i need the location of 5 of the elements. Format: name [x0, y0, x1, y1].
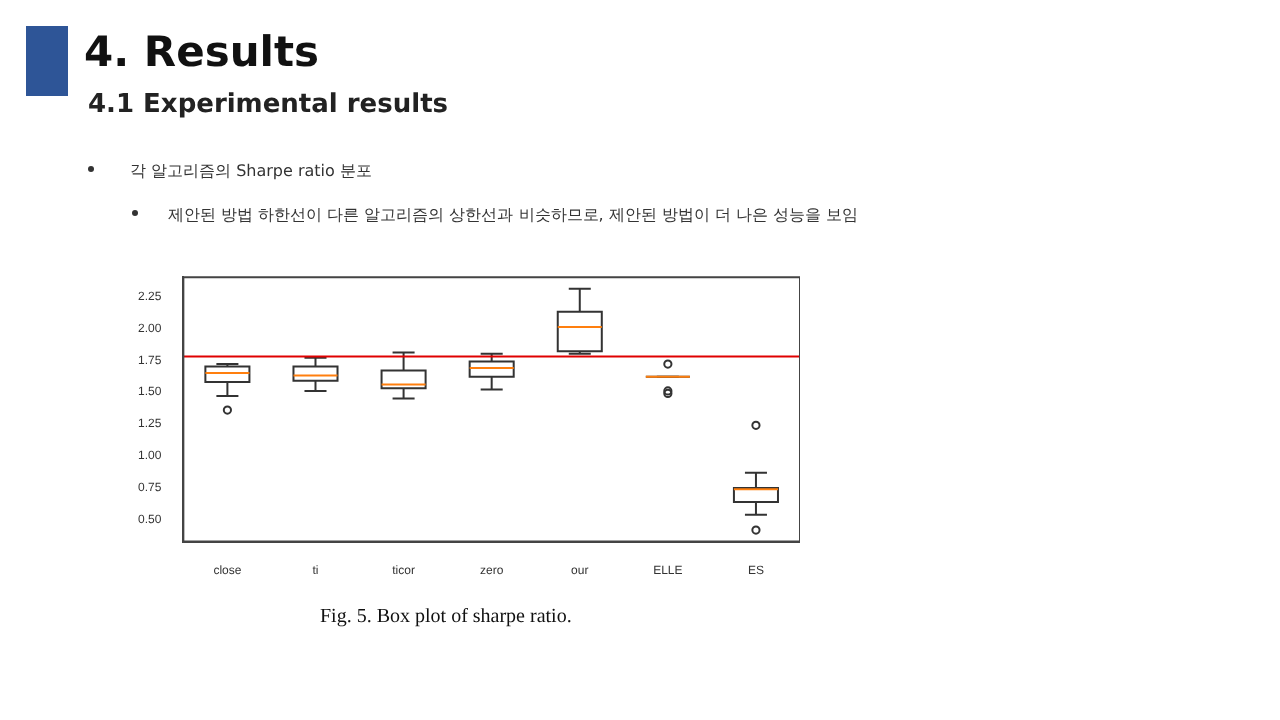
text: 각 알고리즘의 Sharpe ratio 분포: [130, 160, 372, 182]
chart-subtitle: 4.1 Experimental results: [88, 90, 449, 120]
caption: Fig. 5. Box plot of sharpe ratio.: [320, 606, 572, 628]
text: 제안된 방법 하한선이 다른 알고리즘의 상한선과 비슷하므로, 제안된 방법이 더 나은 성능을 보임: [168, 204, 859, 226]
chart-title: 4. Results: [84, 28, 319, 76]
